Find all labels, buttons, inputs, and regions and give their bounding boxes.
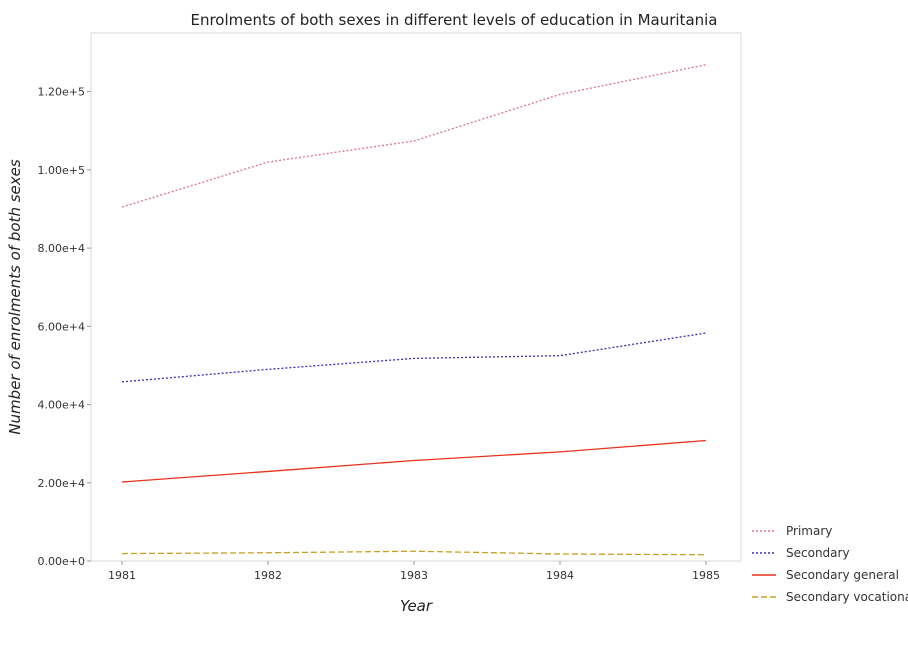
y-tick-label: 6.00e+4 (38, 320, 85, 333)
series-lines (121, 64, 707, 556)
series-line-primary (121, 64, 707, 208)
chart-title: Enrolments of both sexes in different le… (190, 11, 717, 29)
series-line-secondary (121, 332, 707, 383)
legend-label: Primary (786, 524, 832, 538)
y-axis-label: Number of enrolments of both sexes (6, 159, 24, 435)
x-tick-label: 1985 (692, 569, 720, 582)
x-tick-label: 1983 (400, 569, 428, 582)
y-tick-label: 4.00e+4 (38, 399, 85, 412)
x-tick-label: 1984 (546, 569, 574, 582)
y-tick-label: 0.00e+0 (38, 555, 85, 568)
y-tick-label: 1.20e+5 (38, 86, 85, 99)
x-axis-label: Year (400, 597, 433, 615)
legend-label: Secondary general (786, 568, 899, 582)
x-axis-ticks: 1981 1982 1983 1984 1985 (108, 561, 720, 582)
legend-label: Secondary vocational (786, 590, 908, 604)
y-tick-label: 1.00e+5 (38, 164, 85, 177)
plot-area (90, 32, 742, 562)
y-tick-label: 2.00e+4 (38, 477, 85, 490)
y-tick-label: 8.00e+4 (38, 242, 85, 255)
x-tick-label: 1981 (108, 569, 136, 582)
y-axis-ticks: 0.00e+0 2.00e+4 4.00e+4 6.00e+4 8.00e+4 1.00e… (38, 86, 91, 568)
series-line-secondary-general (121, 439, 707, 483)
series-line-secondary-vocational (121, 550, 707, 556)
legend: Primary Secondary Secondary general Seconda… (752, 524, 908, 604)
legend-label: Secondary (786, 546, 850, 560)
x-tick-label: 1982 (254, 569, 282, 582)
